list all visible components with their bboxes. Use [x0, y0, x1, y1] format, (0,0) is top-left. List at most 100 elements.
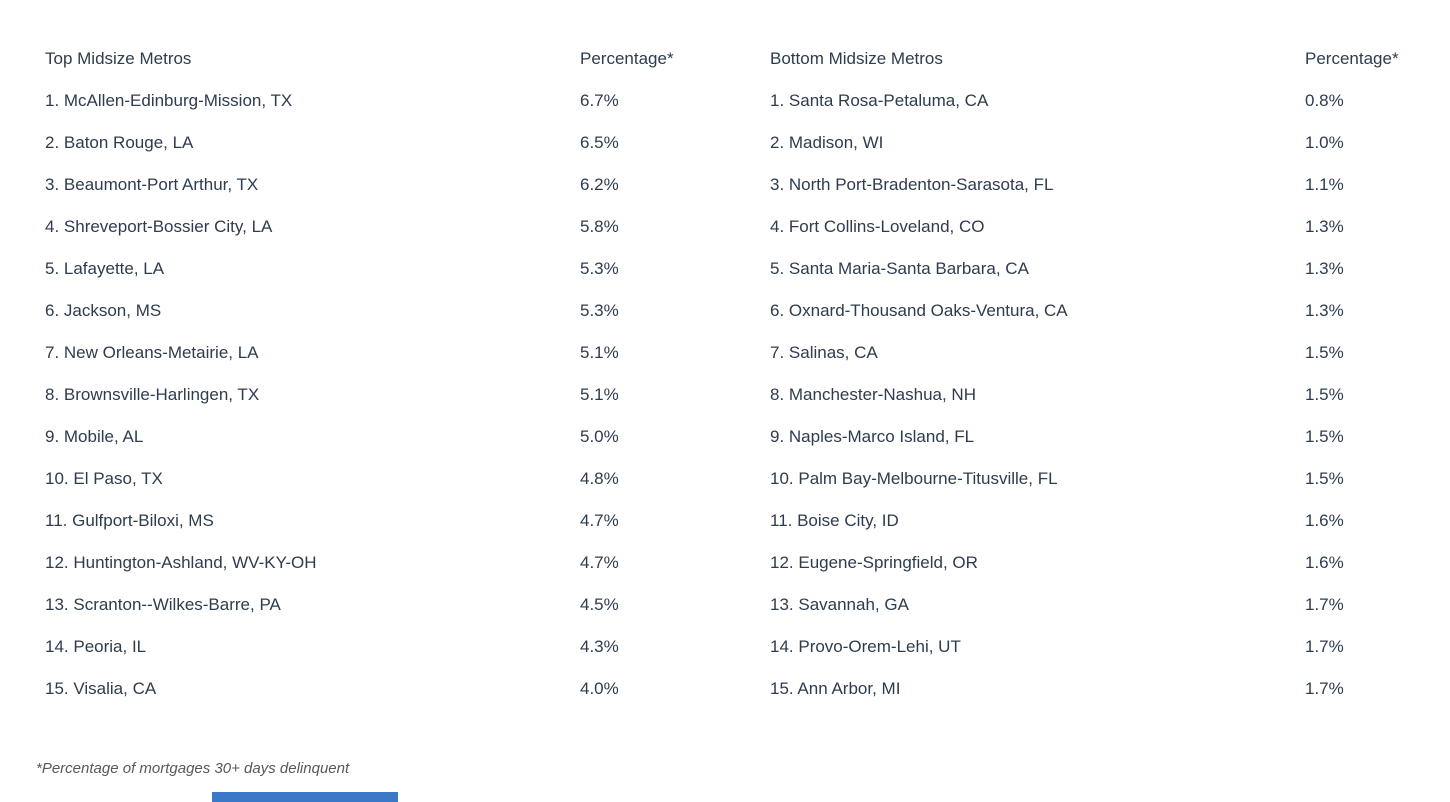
table-row: 6. Jackson, MS 5.3% [45, 290, 725, 332]
table-row: 4. Fort Collins-Loveland, CO 1.3% [770, 206, 1415, 248]
table-row: 4. Shreveport-Bossier City, LA 5.8% [45, 206, 725, 248]
table-row: 11. Gulfport-Biloxi, MS 4.7% [45, 500, 725, 542]
metro-percentage: 5.8% [580, 216, 619, 236]
table-row: 12. Huntington-Ashland, WV-KY-OH 4.7% [45, 542, 725, 584]
metro-percentage: 5.0% [580, 426, 619, 446]
table-row: 8. Brownsville-Harlingen, TX 5.1% [45, 374, 725, 416]
table-row: 11. Boise City, ID 1.6% [770, 500, 1415, 542]
metro-name: 11. Gulfport-Biloxi, MS [45, 510, 214, 530]
metro-percentage: 4.7% [580, 510, 619, 530]
table-row: 13. Savannah, GA 1.7% [770, 584, 1415, 626]
metro-name: 7. New Orleans-Metairie, LA [45, 342, 259, 362]
metro-percentage: 1.3% [1305, 300, 1344, 320]
table-row: 14. Peoria, IL 4.3% [45, 626, 725, 668]
metro-percentage: 1.0% [1305, 132, 1344, 152]
table-body: 1. Santa Rosa-Petaluma, CA 0.8% 2. Madison… [770, 80, 1415, 710]
table-header-percentage: Percentage* [580, 48, 674, 68]
metro-name: 3. Beaumont-Port Arthur, TX [45, 174, 259, 194]
metro-percentage: 1.5% [1305, 426, 1344, 446]
metro-name: 5. Lafayette, LA [45, 258, 165, 278]
metro-name: 6. Oxnard-Thousand Oaks-Ventura, CA [770, 300, 1068, 320]
metro-name: 15. Visalia, CA [45, 678, 157, 698]
metro-percentage: 5.3% [580, 300, 619, 320]
metro-name: 8. Brownsville-Harlingen, TX [45, 384, 260, 404]
metro-name: 4. Fort Collins-Loveland, CO [770, 216, 985, 236]
metro-percentage: 1.5% [1305, 468, 1344, 488]
table-row: 9. Naples-Marco Island, FL 1.5% [770, 416, 1415, 458]
metro-name: 9. Mobile, AL [45, 426, 144, 446]
metro-percentage: 1.5% [1305, 384, 1344, 404]
metro-name: 10. Palm Bay-Melbourne-Titusville, FL [770, 468, 1058, 488]
table-row: 15. Ann Arbor, MI 1.7% [770, 668, 1415, 710]
bottom-midsize-metros-table: Bottom Midsize Metros Percentage* 1. San… [770, 38, 1415, 710]
metro-name: 6. Jackson, MS [45, 300, 162, 320]
metro-percentage: 6.7% [580, 90, 619, 110]
metro-name: 14. Provo-Orem-Lehi, UT [770, 636, 961, 656]
metro-percentage: 6.2% [580, 174, 619, 194]
table-row: 2. Madison, WI 1.0% [770, 122, 1415, 164]
metro-percentage: 4.5% [580, 594, 619, 614]
table-row: 6. Oxnard-Thousand Oaks-Ventura, CA 1.3% [770, 290, 1415, 332]
metro-percentage: 5.3% [580, 258, 619, 278]
table-header-percentage: Percentage* [1305, 48, 1399, 68]
table-header-row: Top Midsize Metros Percentage* [45, 38, 725, 80]
metro-percentage: 5.1% [580, 342, 619, 362]
metro-name: 2. Baton Rouge, LA [45, 132, 194, 152]
metro-percentage: 4.8% [580, 468, 619, 488]
table-row: 12. Eugene-Springfield, OR 1.6% [770, 542, 1415, 584]
metro-name: 5. Santa Maria-Santa Barbara, CA [770, 258, 1029, 278]
metro-percentage: 1.3% [1305, 216, 1344, 236]
metro-name: 7. Salinas, CA [770, 342, 878, 362]
metro-name: 1. Santa Rosa-Petaluma, CA [770, 90, 989, 110]
metro-percentage: 4.3% [580, 636, 619, 656]
metro-name: 13. Scranton--Wilkes-Barre, PA [45, 594, 281, 614]
metro-name: 14. Peoria, IL [45, 636, 147, 656]
metro-name: 3. North Port-Bradenton-Sarasota, FL [770, 174, 1054, 194]
metro-name: 13. Savannah, GA [770, 594, 909, 614]
metro-percentage: 5.1% [580, 384, 619, 404]
metro-percentage: 1.6% [1305, 552, 1344, 572]
metro-name: 12. Huntington-Ashland, WV-KY-OH [45, 552, 317, 572]
metro-percentage: 1.3% [1305, 258, 1344, 278]
metro-percentage: 4.7% [580, 552, 619, 572]
metro-percentage: 1.7% [1305, 636, 1344, 656]
table-row: 7. Salinas, CA 1.5% [770, 332, 1415, 374]
metro-percentage: 1.5% [1305, 342, 1344, 362]
metro-percentage: 1.1% [1305, 174, 1344, 194]
table-row: 9. Mobile, AL 5.0% [45, 416, 725, 458]
bottom-blue-bar [212, 792, 398, 802]
table-row: 5. Santa Maria-Santa Barbara, CA 1.3% [770, 248, 1415, 290]
metro-name: 9. Naples-Marco Island, FL [770, 426, 975, 446]
table-row: 1. McAllen-Edinburg-Mission, TX 6.7% [45, 80, 725, 122]
table-row: 15. Visalia, CA 4.0% [45, 668, 725, 710]
metro-percentage: 1.7% [1305, 678, 1344, 698]
table-row: 13. Scranton--Wilkes-Barre, PA 4.5% [45, 584, 725, 626]
table-row: 5. Lafayette, LA 5.3% [45, 248, 725, 290]
table-row: 2. Baton Rouge, LA 6.5% [45, 122, 725, 164]
table-header-metros: Bottom Midsize Metros [770, 48, 943, 68]
metro-percentage: 0.8% [1305, 90, 1344, 110]
table-row: 8. Manchester-Nashua, NH 1.5% [770, 374, 1415, 416]
metro-name: 8. Manchester-Nashua, NH [770, 384, 976, 404]
metro-name: 1. McAllen-Edinburg-Mission, TX [45, 90, 293, 110]
footnote: *Percentage of mortgages 30+ days delinq… [36, 760, 350, 777]
metro-name: 2. Madison, WI [770, 132, 884, 152]
top-midsize-metros-table: Top Midsize Metros Percentage* 1. McAlle… [45, 38, 725, 710]
table-body: 1. McAllen-Edinburg-Mission, TX 6.7% 2. Ba… [45, 80, 725, 710]
metro-name: 12. Eugene-Springfield, OR [770, 552, 978, 572]
table-row: 3. North Port-Bradenton-Sarasota, FL 1.1% [770, 164, 1415, 206]
table-row: 14. Provo-Orem-Lehi, UT 1.7% [770, 626, 1415, 668]
table-row: 10. Palm Bay-Melbourne-Titusville, FL 1.5… [770, 458, 1415, 500]
table-row: 10. El Paso, TX 4.8% [45, 458, 725, 500]
metro-name: 4. Shreveport-Bossier City, LA [45, 216, 273, 236]
table-header-row: Bottom Midsize Metros Percentage* [770, 38, 1415, 80]
table-row: 3. Beaumont-Port Arthur, TX 6.2% [45, 164, 725, 206]
metro-name: 11. Boise City, ID [770, 510, 899, 530]
metro-name: 10. El Paso, TX [45, 468, 163, 488]
metro-percentage: 1.7% [1305, 594, 1344, 614]
metro-percentage: 1.6% [1305, 510, 1344, 530]
table-header-metros: Top Midsize Metros [45, 48, 192, 68]
metro-percentage: 6.5% [580, 132, 619, 152]
metro-percentage: 4.0% [580, 678, 619, 698]
table-row: 1. Santa Rosa-Petaluma, CA 0.8% [770, 80, 1415, 122]
